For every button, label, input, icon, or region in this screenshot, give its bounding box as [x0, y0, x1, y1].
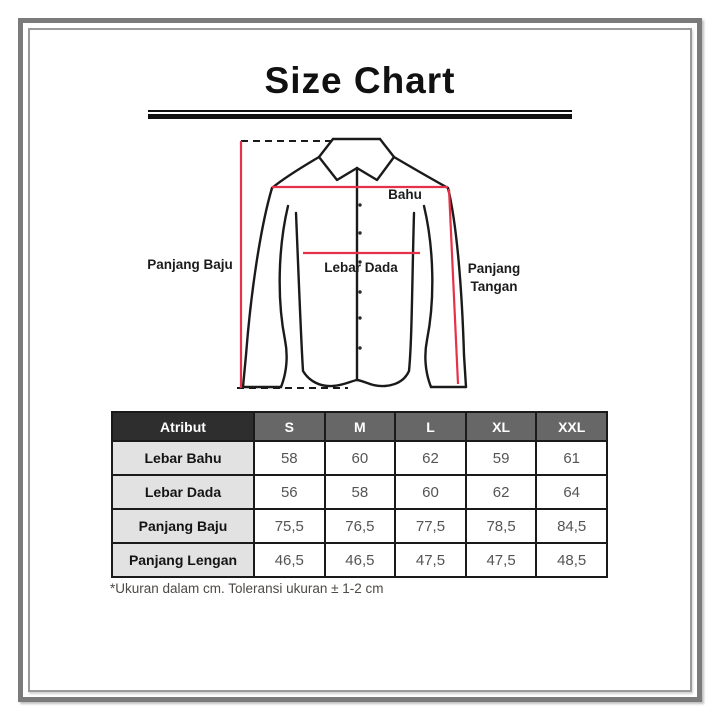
- outer-frame-border: [18, 18, 702, 702]
- cell-value: 75,5: [253, 508, 326, 544]
- left-armhole-seam: [278, 204, 290, 389]
- guide-dashed-lines: [237, 140, 348, 389]
- lebar-dada-label: Lebar Dada: [324, 260, 398, 275]
- table-row-lebar-dada: Lebar Dada 56 58 60 62 64: [111, 474, 608, 510]
- cell-value: 48,5: [535, 542, 608, 578]
- table-row-panjang-lengan: Panjang Lengan 46,5 46,5 47,5 47,5 48,5: [111, 542, 608, 578]
- cell-value: 76,5: [323, 508, 397, 544]
- cell-value: 64: [535, 474, 608, 510]
- cell-value: 61: [535, 440, 608, 476]
- cell-value: 77,5: [394, 508, 467, 544]
- cell-value: 84,5: [535, 508, 608, 544]
- cell-value: 78,5: [464, 508, 538, 544]
- cell-value: 62: [464, 474, 538, 510]
- cell-value: 60: [394, 474, 467, 510]
- divider-thin-line: [148, 110, 572, 112]
- table-row-panjang-baju: Panjang Baju 75,5 76,5 77,5 78,5 84,5: [111, 508, 608, 544]
- size-tolerance-note: *Ukuran dalam cm. Toleransi ukuran ± 1-2…: [110, 581, 384, 596]
- cell-value: 47,5: [394, 542, 467, 578]
- collar-left-flap: [317, 137, 359, 182]
- table-header-row: Atribut S M L XL XXL: [111, 411, 608, 442]
- page-title: Size Chart: [264, 60, 456, 101]
- cell-value: 59: [464, 440, 538, 476]
- cell-value: 62: [394, 440, 467, 476]
- table-row-lebar-bahu: Lebar Bahu 58 60 62 59 61: [111, 440, 608, 476]
- button-dots: [358, 203, 362, 350]
- row-label: Lebar Bahu: [111, 440, 255, 476]
- panjang-tangan-line: [447, 188, 460, 385]
- cell-value: 47,5: [464, 542, 538, 578]
- cell-value: 58: [323, 474, 397, 510]
- size-table: Atribut S M L XL XXL Lebar Bahu 58 60 62…: [111, 411, 608, 578]
- cell-value: 46,5: [253, 542, 326, 578]
- bahu-label: Bahu: [388, 187, 422, 202]
- collar-right-flap: [355, 137, 396, 182]
- row-label: Panjang Lengan: [111, 542, 255, 578]
- divider-thick-line: [148, 114, 572, 119]
- col-header-s: S: [253, 411, 326, 442]
- measurement-lines: [239, 141, 460, 388]
- panjang-tangan-label-line2: Tangan: [471, 279, 518, 294]
- body-and-hem: [294, 211, 416, 388]
- left-shoulder: [270, 155, 321, 190]
- col-header-m: M: [323, 411, 397, 442]
- cell-value: 56: [253, 474, 326, 510]
- title-divider: [148, 110, 572, 119]
- col-header-xxl: XXL: [535, 411, 608, 442]
- inner-frame-border: [28, 28, 692, 692]
- left-sleeve-outer: [241, 186, 274, 389]
- col-header-atribut: Atribut: [111, 411, 255, 442]
- row-label: Lebar Dada: [111, 474, 255, 510]
- row-label: Panjang Baju: [111, 508, 255, 544]
- right-sleeve-outer: [446, 186, 468, 389]
- col-header-l: L: [394, 411, 467, 442]
- cell-value: 60: [323, 440, 397, 476]
- cell-value: 46,5: [323, 542, 397, 578]
- panjang-tangan-label-line1: Panjang: [468, 261, 521, 276]
- cell-value: 58: [253, 440, 326, 476]
- col-header-xl: XL: [464, 411, 538, 442]
- right-armhole-seam: [422, 204, 434, 389]
- right-shoulder: [392, 155, 450, 190]
- panjang-baju-label: Panjang Baju: [147, 257, 233, 272]
